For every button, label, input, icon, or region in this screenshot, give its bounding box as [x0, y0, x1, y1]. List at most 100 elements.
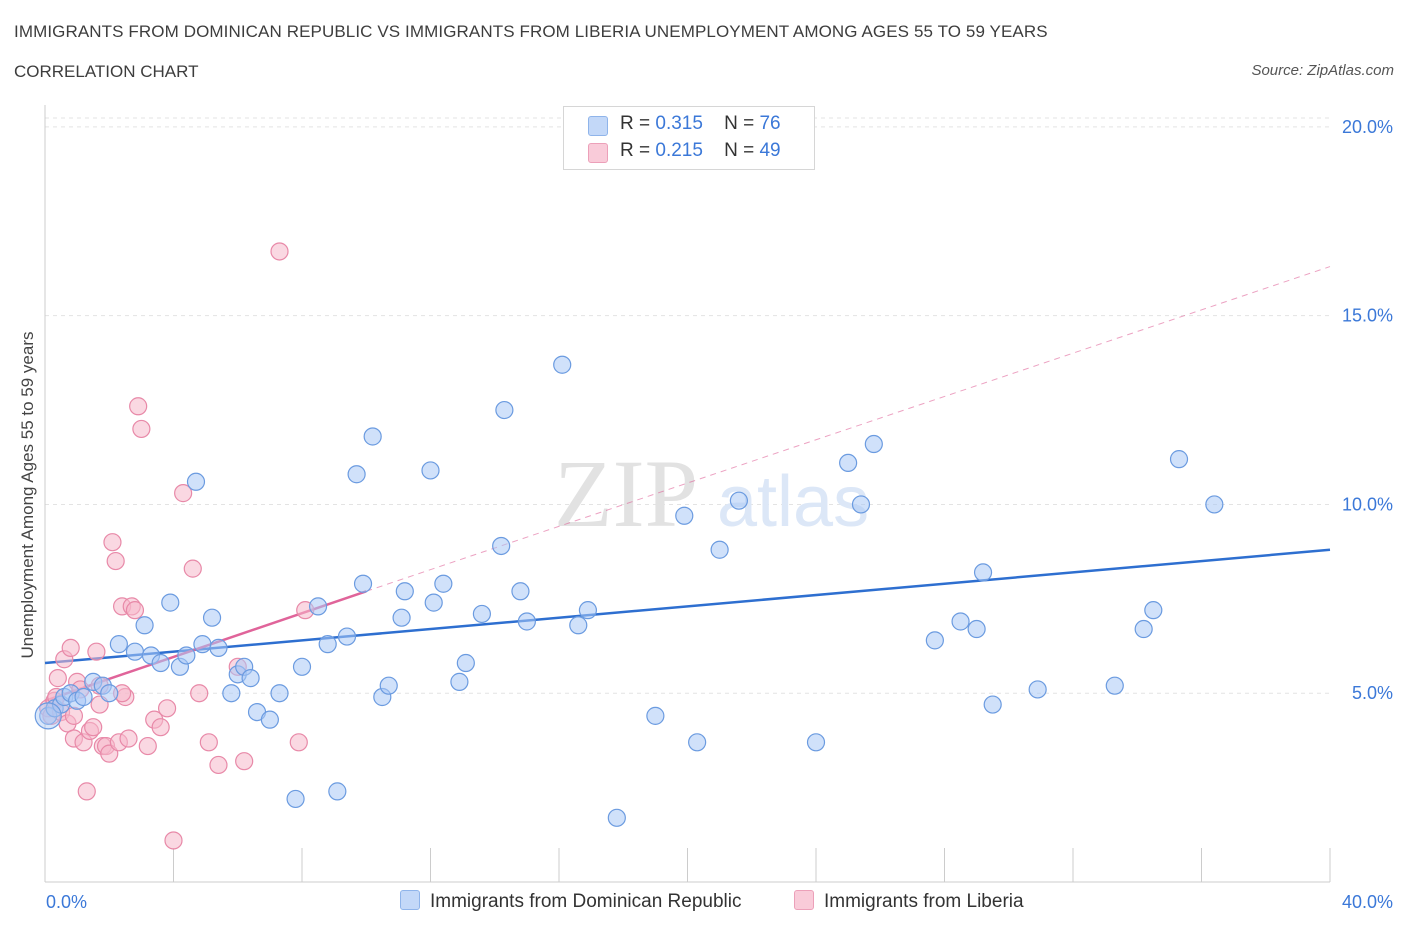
point-dominican — [109, 635, 128, 654]
point-dominican — [1105, 676, 1124, 695]
point-dominican — [151, 653, 170, 673]
point-dominican — [74, 687, 93, 707]
point-liberia — [270, 242, 289, 261]
axes — [44, 105, 1331, 883]
point-dominican — [125, 642, 145, 661]
legend-label: Immigrants from Liberia — [824, 891, 1024, 912]
point-liberia — [132, 419, 151, 439]
point-dominican — [472, 604, 491, 624]
point-dominican — [1134, 619, 1153, 639]
point-dominican — [925, 631, 944, 650]
y-tick-label: 15.0% — [1342, 306, 1393, 326]
legend-text: R = 0.315 N = 76 — [620, 113, 781, 135]
point-dominican — [421, 461, 440, 480]
legend-text: R = 0.215 N = 49 — [620, 140, 781, 162]
point-dominican — [161, 593, 180, 612]
point-dominican — [688, 733, 707, 752]
point-dominican — [983, 695, 1002, 714]
point-liberia — [84, 718, 103, 737]
point-dominican — [100, 684, 119, 703]
watermark-zip: ZIP — [554, 440, 698, 547]
point-dominican — [1028, 680, 1047, 699]
point-dominican — [318, 635, 337, 654]
trend-line-dominican — [44, 548, 1331, 665]
point-dominican — [222, 684, 241, 703]
point-dominican — [353, 574, 373, 593]
bottom-legend-liberia: Immigrants from Liberia — [794, 890, 1024, 914]
point-dominican — [456, 653, 475, 673]
point-liberia — [129, 397, 148, 416]
legend-n-value: 76 — [759, 113, 781, 134]
legend-r-label: R = — [620, 113, 651, 134]
point-dominican — [308, 597, 328, 616]
legend-r-value: 0.215 — [655, 140, 703, 161]
y-axis-label: Unemployment Among Ages 55 to 59 years — [18, 331, 37, 659]
tick-labels: 5.0% 10.0% 15.0% 20.0% 0.0% 40.0% — [46, 117, 1393, 912]
legend-swatch-blue — [400, 890, 420, 910]
point-dominican — [202, 608, 222, 627]
point-dominican — [607, 808, 626, 827]
point-dominican — [646, 706, 665, 725]
point-liberia — [103, 533, 122, 552]
chart-title: IMMIGRANTS FROM DOMINICAN REPUBLIC VS IM… — [14, 22, 1048, 41]
legend-n-label: N = — [724, 113, 755, 134]
point-liberia — [119, 729, 138, 748]
point-liberia — [106, 551, 125, 571]
point-dominican — [395, 582, 414, 601]
point-liberia — [209, 755, 228, 775]
legend-r-label: R = — [620, 140, 651, 161]
point-dominican — [286, 789, 305, 809]
point-dominican — [675, 506, 694, 525]
point-dominican — [973, 563, 993, 582]
source-credit: Source: ZipAtlas.com — [1251, 62, 1394, 79]
point-liberia — [174, 484, 193, 503]
point-dominican — [864, 434, 883, 454]
stats-legend: R = 0.315 N = 76 R = 0.215 N = 49 — [563, 106, 815, 170]
legend-r-value: 0.315 — [655, 113, 703, 134]
point-dominican — [209, 638, 228, 658]
point-dominican — [241, 669, 260, 688]
point-liberia — [87, 642, 106, 661]
data-points — [34, 242, 1224, 850]
point-liberia — [125, 601, 145, 620]
watermark: ZIP atlas — [554, 440, 869, 547]
point-dominican — [553, 355, 572, 374]
point-dominican — [729, 491, 749, 510]
trend-line-liberia-extension — [366, 266, 1331, 592]
bottom-legend-dominican: Immigrants from Dominican Republic — [400, 890, 742, 914]
point-liberia — [190, 684, 209, 703]
point-liberia — [199, 733, 218, 752]
point-dominican — [392, 608, 411, 627]
legend-label: Immigrants from Dominican Republic — [430, 891, 742, 912]
point-dominican — [1169, 450, 1189, 469]
point-dominican — [177, 646, 196, 665]
point-liberia — [61, 638, 80, 658]
point-dominican — [851, 495, 871, 514]
point-dominican — [193, 635, 212, 654]
point-dominican — [347, 465, 366, 484]
legend-swatch-pink — [794, 890, 814, 910]
point-dominican — [710, 540, 729, 559]
chart-subtitle: CORRELATION CHART — [14, 62, 199, 81]
point-liberia — [183, 559, 202, 578]
legend-swatch-pink — [588, 143, 608, 163]
y-tick-label: 5.0% — [1352, 683, 1393, 703]
point-liberia — [138, 736, 157, 756]
legend-n-value: 49 — [759, 140, 781, 161]
point-dominican — [363, 427, 382, 446]
point-dominican — [434, 574, 453, 593]
point-dominican — [292, 657, 312, 676]
point-dominican — [839, 453, 858, 473]
point-dominican — [34, 702, 62, 730]
point-liberia — [151, 718, 170, 737]
point-liberia — [289, 733, 308, 752]
point-dominican — [337, 627, 357, 646]
legend-swatch-blue — [588, 116, 608, 136]
point-liberia — [164, 831, 183, 850]
point-dominican — [379, 676, 398, 695]
point-dominican — [1205, 495, 1224, 514]
point-liberia — [48, 669, 67, 688]
point-dominican — [951, 612, 970, 631]
point-dominican — [495, 400, 514, 420]
